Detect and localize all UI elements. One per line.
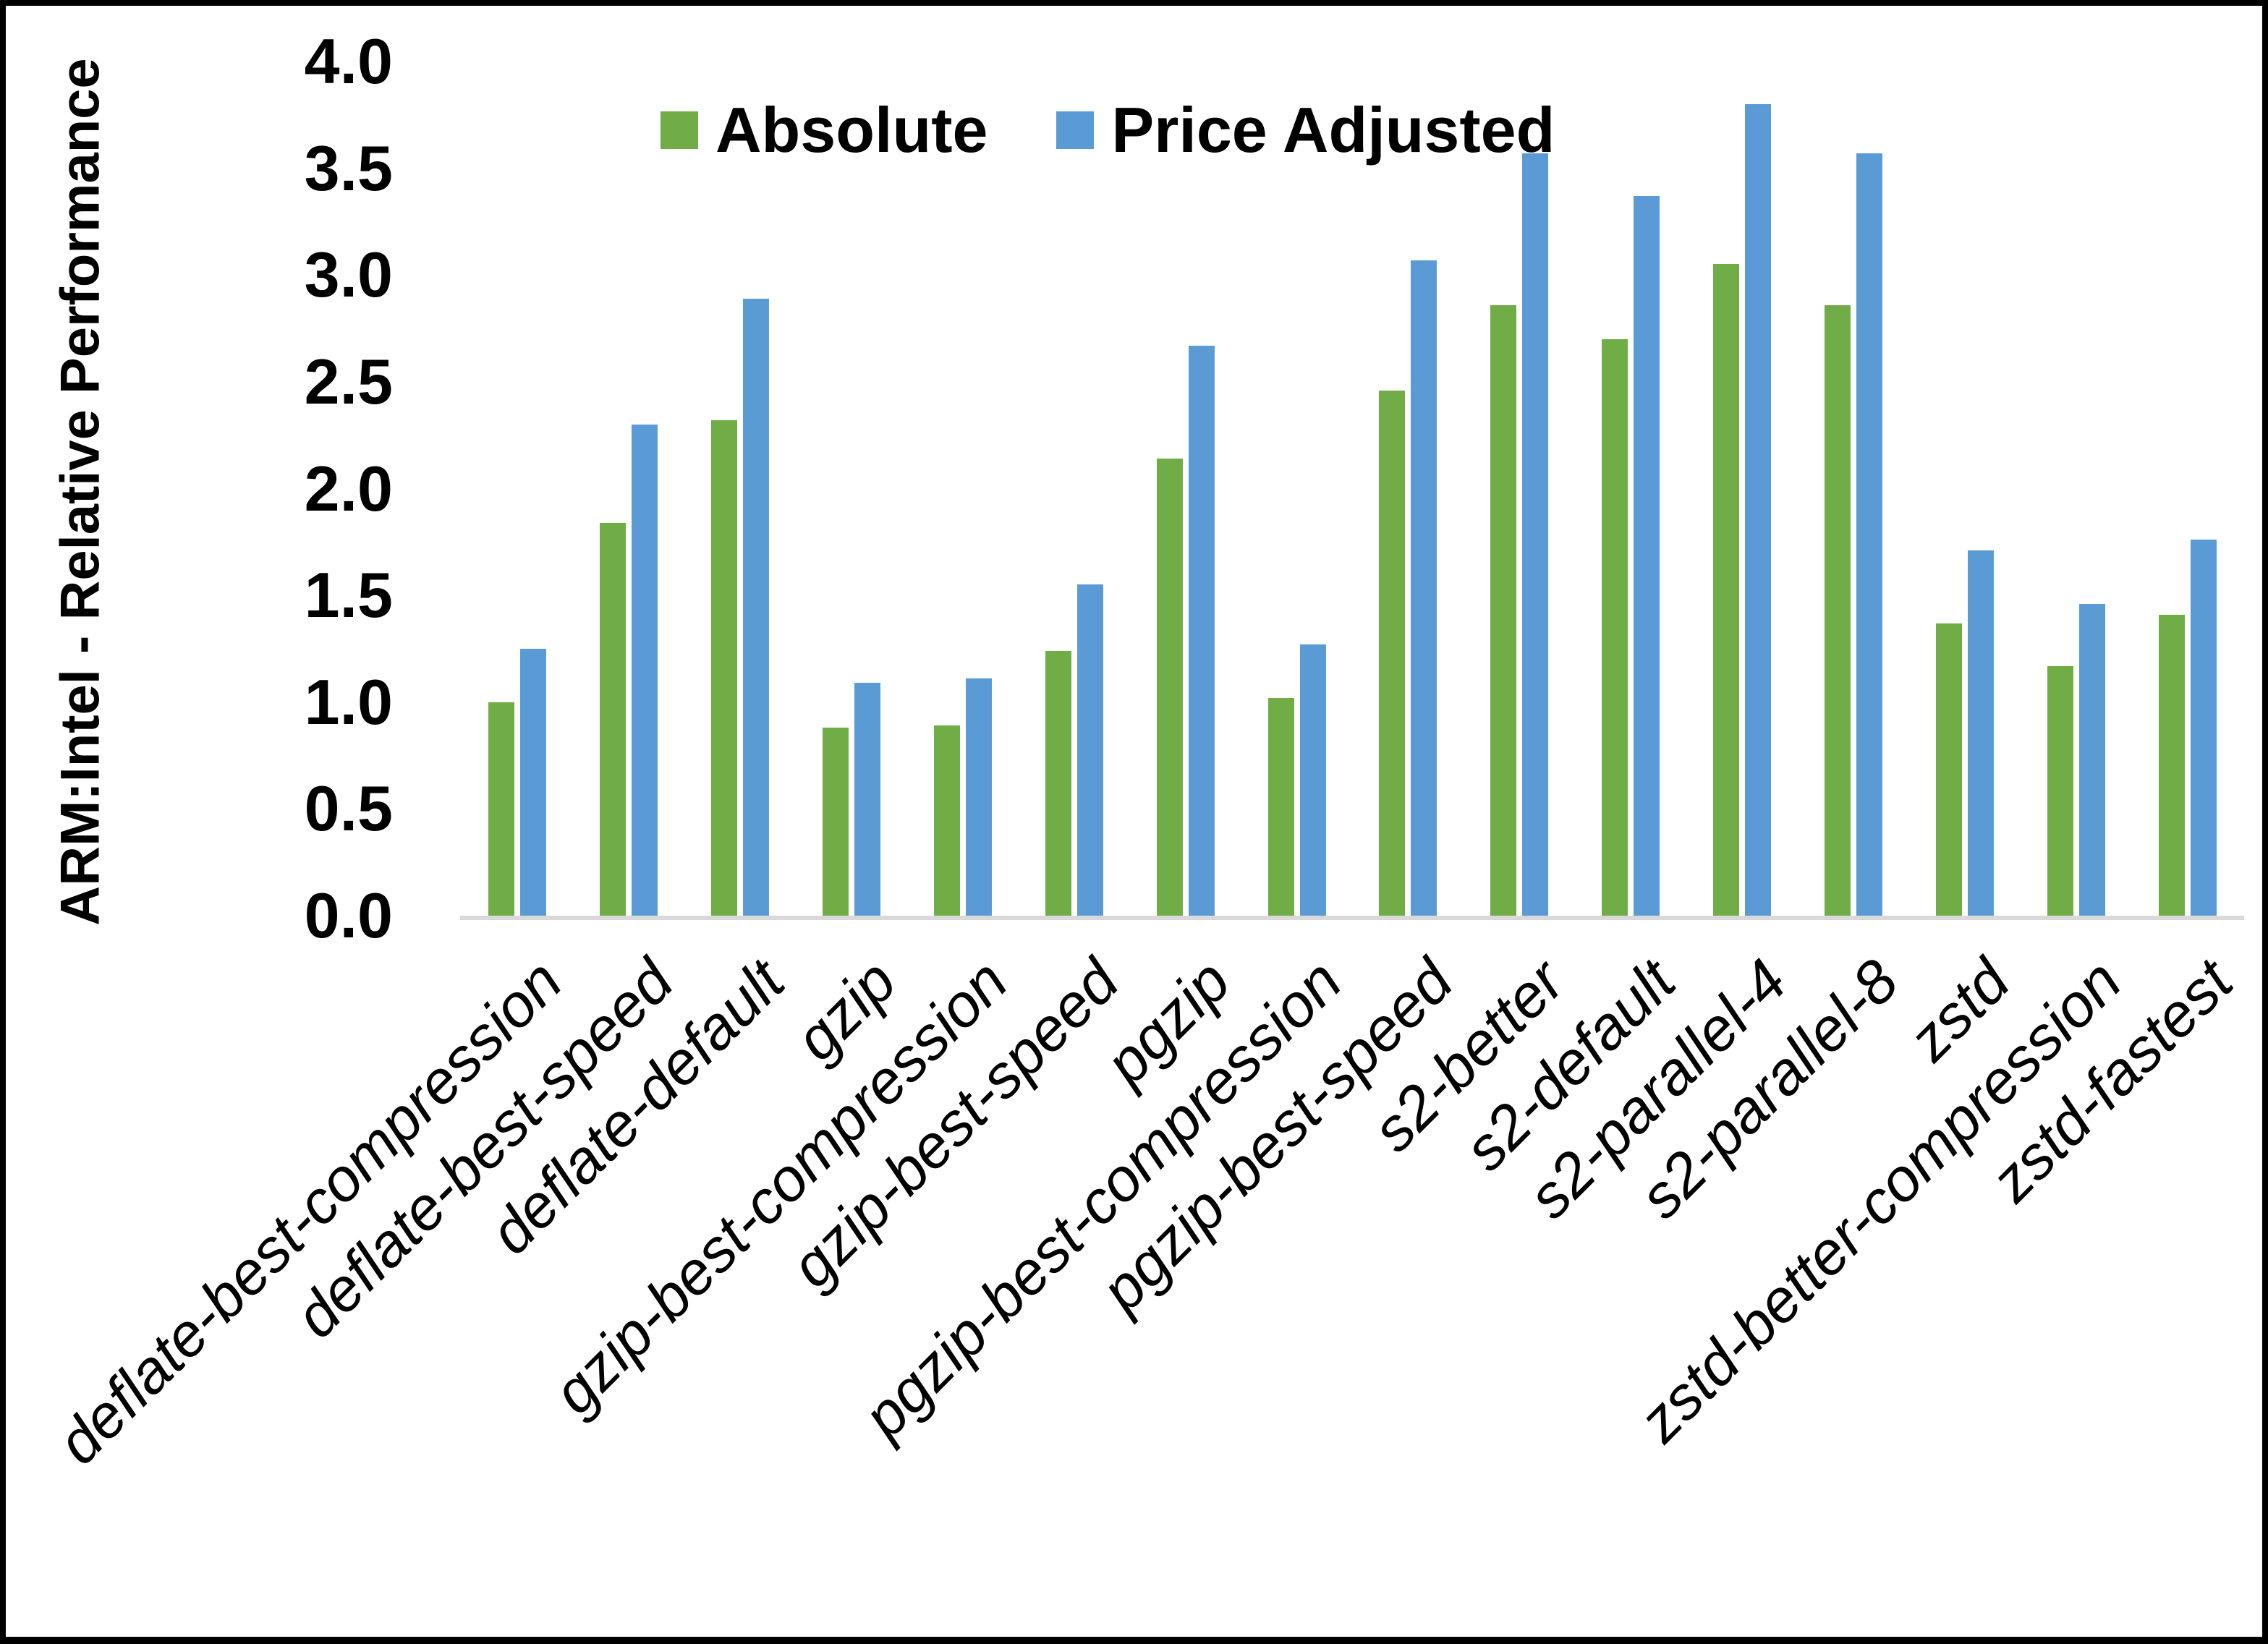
bar-absolute (822, 728, 849, 916)
bar-absolute (1602, 338, 1628, 916)
bar-price-adjusted (1745, 104, 1772, 916)
bar-price-adjusted (965, 678, 992, 916)
bar-absolute (1490, 304, 1517, 916)
legend-label: Absolute (715, 94, 988, 166)
y-tick-label: 1.0 (304, 665, 393, 738)
bar-absolute (488, 702, 514, 916)
y-tick-label: 4.0 (304, 25, 393, 97)
bar-price-adjusted (1076, 584, 1103, 916)
y-tick-label: 3.0 (304, 239, 393, 311)
bar-price-adjusted (2191, 540, 2217, 916)
bar-price-adjusted (1856, 153, 1883, 916)
bar-absolute (2159, 614, 2186, 916)
bar-price-adjusted (1299, 644, 1326, 916)
bar-absolute (1379, 390, 1406, 916)
legend-item: Absolute (661, 98, 988, 162)
bar-price-adjusted (1411, 260, 1437, 916)
x-axis-line (460, 916, 2244, 920)
bar-absolute (1713, 264, 1740, 916)
legend-label: Price Adjusted (1111, 94, 1555, 166)
legend: Absolute Price Adjusted (661, 98, 1555, 162)
bar-price-adjusted (1968, 550, 1995, 916)
bar-absolute (1156, 459, 1183, 916)
bar-absolute (1936, 623, 1963, 916)
bar-price-adjusted (1522, 153, 1549, 916)
y-tick-label: 0.0 (304, 880, 393, 951)
bar-absolute (2047, 665, 2074, 916)
bar-absolute (1267, 697, 1294, 916)
legend-swatch-icon (1056, 111, 1095, 149)
y-tick-label: 2.5 (304, 345, 393, 417)
bar-absolute (710, 420, 737, 916)
bar-price-adjusted (519, 648, 546, 916)
legend-item: Price Adjusted (1056, 98, 1555, 162)
bar-absolute (599, 522, 626, 916)
y-tick-label: 0.5 (304, 772, 393, 845)
legend-swatch-icon (661, 111, 698, 149)
bar-absolute (1045, 650, 1071, 916)
bar-price-adjusted (1188, 345, 1215, 916)
y-tick-label: 2.0 (304, 452, 393, 524)
y-tick-label: 3.5 (304, 132, 393, 204)
bar-price-adjusted (742, 298, 769, 916)
bar-price-adjusted (854, 683, 880, 916)
bar-price-adjusted (2079, 603, 2106, 916)
y-tick-label: 1.5 (304, 559, 393, 631)
bar-price-adjusted (1634, 196, 1660, 916)
bar-chart: ARM:Intel - Relative Performance 0.0 0.5 1… (6, 6, 2262, 1637)
bar-absolute (933, 725, 960, 916)
bar-price-adjusted (631, 424, 658, 916)
bar-absolute (1825, 304, 1851, 916)
